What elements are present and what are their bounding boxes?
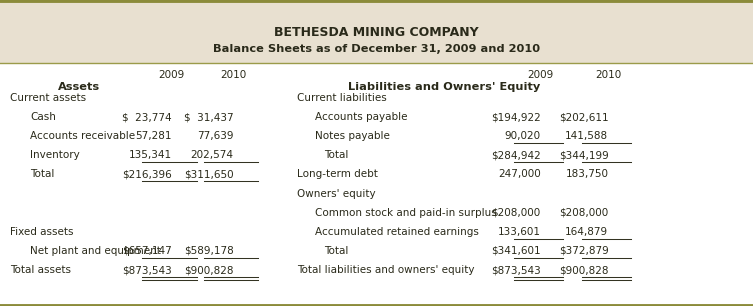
Text: Liabilities and Owners' Equity: Liabilities and Owners' Equity [348, 82, 541, 92]
Text: $216,396: $216,396 [122, 170, 172, 179]
Text: 135,341: 135,341 [129, 150, 172, 160]
Text: Current assets: Current assets [10, 93, 86, 103]
Text: $208,000: $208,000 [559, 208, 608, 218]
Text: Balance Sheets as of December 31, 2009 and 2010: Balance Sheets as of December 31, 2009 a… [213, 44, 540, 54]
Text: 2009: 2009 [159, 70, 184, 80]
Text: Common stock and paid-in surplus: Common stock and paid-in surplus [315, 208, 496, 218]
Text: $202,611: $202,611 [559, 112, 608, 122]
Text: 2010: 2010 [596, 70, 621, 80]
Text: $344,199: $344,199 [559, 150, 608, 160]
Text: 90,020: 90,020 [505, 131, 541, 141]
Text: Total: Total [324, 246, 348, 256]
Text: Accumulated retained earnings: Accumulated retained earnings [315, 227, 479, 237]
Text: 57,281: 57,281 [136, 131, 172, 141]
Text: $873,543: $873,543 [122, 265, 172, 275]
Text: 141,588: 141,588 [566, 131, 608, 141]
Text: Total assets: Total assets [10, 265, 71, 275]
Text: Assets: Assets [58, 82, 100, 92]
Text: 2010: 2010 [221, 70, 246, 80]
Text: $900,828: $900,828 [184, 265, 233, 275]
Text: $  31,437: $ 31,437 [184, 112, 233, 122]
Text: 2009: 2009 [528, 70, 553, 80]
Text: Total: Total [30, 170, 54, 179]
Text: Long-term debt: Long-term debt [297, 170, 378, 179]
Text: $  23,774: $ 23,774 [122, 112, 172, 122]
Text: $900,828: $900,828 [559, 265, 608, 275]
Text: $194,922: $194,922 [491, 112, 541, 122]
Text: Owners' equity: Owners' equity [297, 188, 376, 199]
Text: $311,650: $311,650 [184, 170, 233, 179]
Text: Net plant and equipment: Net plant and equipment [30, 246, 161, 256]
Text: 133,601: 133,601 [498, 227, 541, 237]
Text: $873,543: $873,543 [491, 265, 541, 275]
Text: Total liabilities and owners' equity: Total liabilities and owners' equity [297, 265, 475, 275]
Text: 77,639: 77,639 [197, 131, 233, 141]
Text: 164,879: 164,879 [566, 227, 608, 237]
Text: Notes payable: Notes payable [315, 131, 389, 141]
Text: Accounts receivable: Accounts receivable [30, 131, 136, 141]
Text: $341,601: $341,601 [491, 246, 541, 256]
Text: Cash: Cash [30, 112, 56, 122]
Text: Total: Total [324, 150, 348, 160]
Text: $657,147: $657,147 [122, 246, 172, 256]
Text: Inventory: Inventory [30, 150, 80, 160]
Text: 183,750: 183,750 [566, 170, 608, 179]
Text: 202,574: 202,574 [191, 150, 233, 160]
Text: BETHESDA MINING COMPANY: BETHESDA MINING COMPANY [274, 26, 479, 39]
Bar [0, 0, 753, 63]
Text: $589,178: $589,178 [184, 246, 233, 256]
Text: $208,000: $208,000 [492, 208, 541, 218]
Text: $372,879: $372,879 [559, 246, 608, 256]
Text: Fixed assets: Fixed assets [10, 227, 73, 237]
Text: $284,942: $284,942 [491, 150, 541, 160]
Text: Accounts payable: Accounts payable [315, 112, 407, 122]
Text: Current liabilities: Current liabilities [297, 93, 387, 103]
Text: 247,000: 247,000 [498, 170, 541, 179]
